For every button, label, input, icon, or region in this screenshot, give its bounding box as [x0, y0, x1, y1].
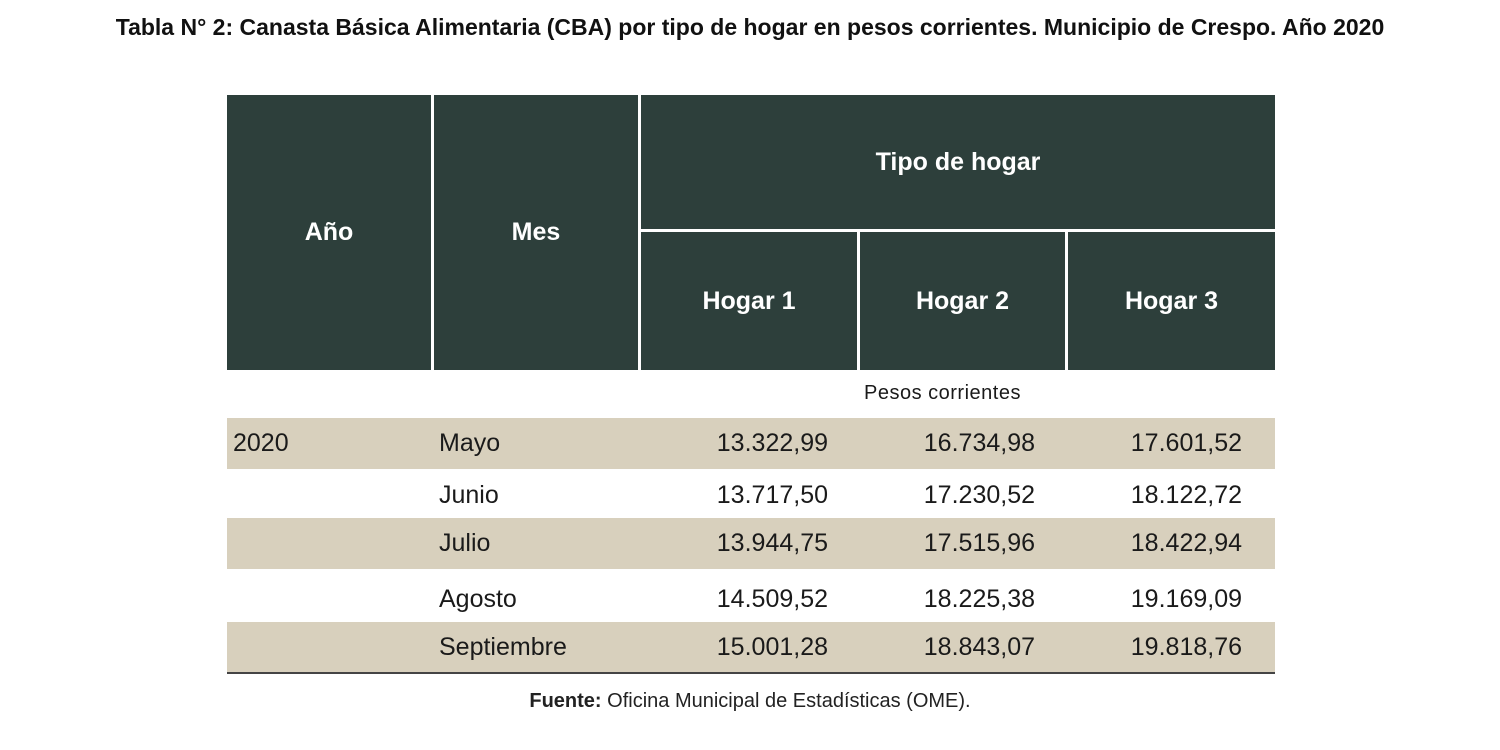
table-row: Septiembre 15.001,28 18.843,07 19.818,76 — [227, 622, 1275, 673]
cell-hogar-2: 18.843,07 — [923, 633, 1035, 661]
source-label: Fuente: — [529, 690, 602, 712]
header-year-label: Año — [304, 218, 354, 246]
cell-month: Agosto — [439, 585, 517, 613]
header-hogar-3-label: Hogar 3 — [1124, 286, 1219, 315]
header-year: Año — [227, 95, 431, 370]
table-row: Agosto 14.509,52 18.225,38 19.169,09 — [227, 574, 1275, 625]
cell-hogar-2: 18.225,38 — [923, 585, 1035, 613]
cell-month: Mayo — [439, 429, 501, 457]
table-row: Julio 13.944,75 17.515,96 18.422,94 — [227, 518, 1275, 569]
header-hogar-1-label: Hogar 1 — [702, 286, 796, 315]
cell-hogar-1: 13.944,75 — [716, 529, 828, 557]
cell-month: Junio — [439, 481, 499, 509]
units-row: Pesos corrientes — [227, 382, 1275, 412]
header-group: Tipo de hogar — [641, 95, 1275, 229]
cell-hogar-3: 18.422,94 — [1130, 529, 1242, 557]
header-hogar-3: Hogar 3 — [1068, 232, 1275, 370]
units-label: Pesos corrientes — [864, 382, 1021, 404]
table-row: 2020 Mayo 13.322,99 16.734,98 17.601,52 — [227, 418, 1275, 469]
header-hogar-1: Hogar 1 — [641, 232, 857, 370]
cell-hogar-2: 17.230,52 — [923, 481, 1035, 509]
table-title: Tabla N° 2: Canasta Básica Alimentaria (… — [115, 14, 1385, 40]
header-hogar-2: Hogar 2 — [860, 232, 1065, 370]
header-month: Mes — [434, 95, 638, 370]
cell-hogar-1: 13.717,50 — [716, 481, 828, 509]
cell-hogar-1: 14.509,52 — [716, 585, 828, 613]
cell-hogar-2: 16.734,98 — [923, 429, 1035, 457]
cell-hogar-3: 19.169,09 — [1130, 585, 1242, 613]
table-row: Junio 13.717,50 17.230,52 18.122,72 — [227, 470, 1275, 521]
header-hogar-2-label: Hogar 2 — [915, 286, 1010, 315]
cell-hogar-3: 17.601,52 — [1130, 429, 1242, 457]
cell-month: Julio — [439, 529, 491, 557]
cell-hogar-1: 13.322,99 — [716, 429, 828, 457]
header-group-label: Tipo de hogar — [875, 147, 1041, 176]
cell-hogar-2: 17.515,96 — [923, 529, 1035, 557]
cell-year: 2020 — [233, 429, 289, 457]
cell-month: Septiembre — [439, 633, 567, 661]
header-month-label: Mes — [511, 218, 561, 246]
cell-hogar-3: 19.818,76 — [1130, 633, 1242, 661]
cell-hogar-3: 18.122,72 — [1130, 481, 1242, 509]
source-text: Oficina Municipal de Estadísticas (OME). — [601, 690, 971, 712]
source-note: Fuente: Oficina Municipal de Estadística… — [0, 690, 1500, 713]
table-bottom-rule — [227, 672, 1275, 674]
cell-hogar-1: 15.001,28 — [716, 633, 828, 661]
